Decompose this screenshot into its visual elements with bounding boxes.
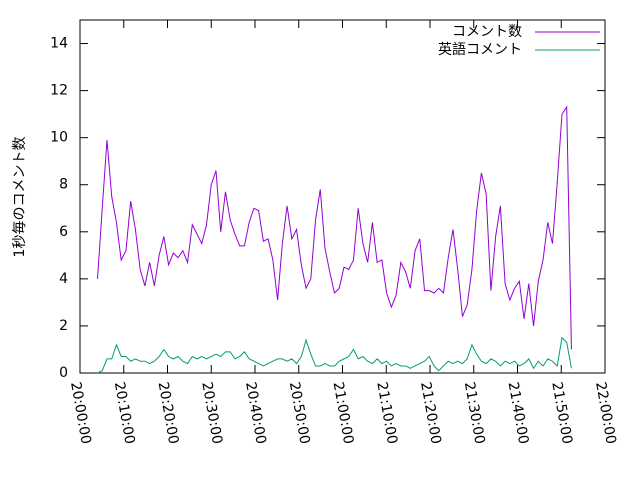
x-tick-label: 20:10:00 — [111, 381, 138, 446]
x-tick-label: 22:00:00 — [592, 381, 619, 446]
series-line — [97, 105, 572, 350]
x-tick-label: 21:30:00 — [461, 381, 488, 446]
x-tick-label: 20:30:00 — [198, 381, 225, 446]
y-tick-label: 2 — [59, 318, 68, 334]
y-tick-label: 10 — [50, 130, 68, 146]
y-tick-label: 12 — [50, 83, 68, 99]
legend-label: コメント数 — [452, 24, 522, 40]
y-axis-label: 1秒毎のコメント数 — [12, 137, 28, 258]
x-tick-label: 21:00:00 — [330, 381, 357, 446]
x-tick-label: 21:50:00 — [548, 381, 575, 446]
x-tick-label: 20:00:00 — [67, 381, 94, 446]
x-tick-label: 20:20:00 — [155, 381, 182, 446]
plot-border — [79, 19, 606, 374]
y-tick-label: 8 — [59, 177, 68, 193]
legend-label: 英語コメント — [438, 41, 522, 58]
x-tick-label: 20:40:00 — [242, 381, 269, 446]
y-tick-label: 4 — [59, 271, 68, 287]
y-tick-label: 0 — [59, 365, 68, 381]
y-tick-label: 14 — [50, 36, 68, 52]
x-tick-label: 20:50:00 — [286, 381, 313, 446]
x-tick-label: 21:10:00 — [373, 381, 400, 446]
x-tick-label: 21:40:00 — [505, 381, 532, 446]
x-tick-label: 21:20:00 — [417, 381, 444, 446]
series-line — [97, 336, 572, 374]
y-tick-label: 6 — [59, 224, 68, 240]
